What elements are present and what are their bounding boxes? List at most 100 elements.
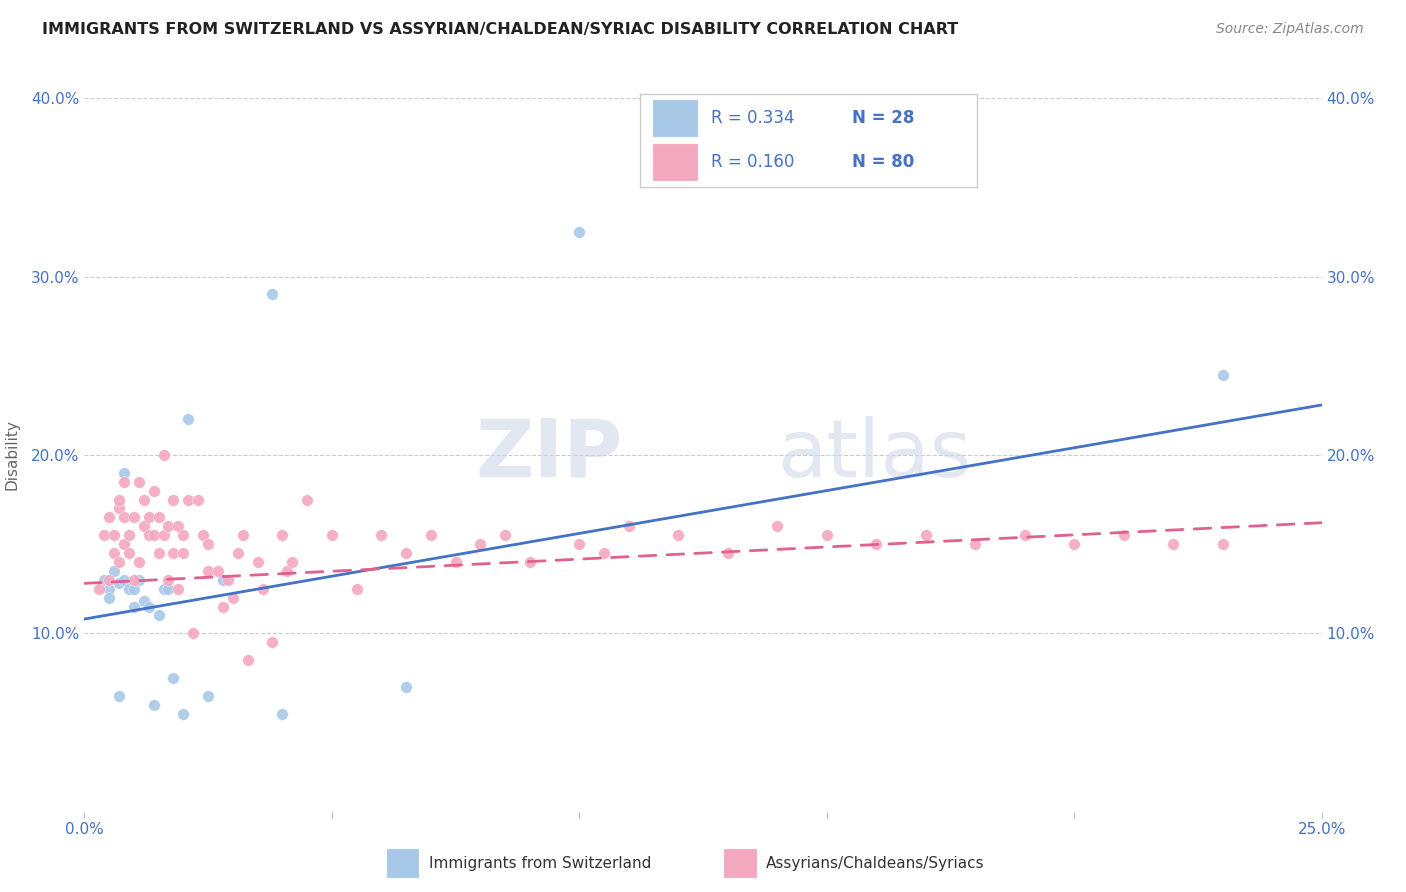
Point xyxy=(444,555,467,569)
Point xyxy=(122,510,145,524)
Point xyxy=(132,492,155,507)
Point xyxy=(108,555,131,569)
Point xyxy=(132,519,155,533)
Point xyxy=(103,528,125,542)
Point xyxy=(108,492,131,507)
Point xyxy=(118,582,141,596)
Point xyxy=(103,546,125,560)
Bar xyxy=(724,849,756,877)
Point xyxy=(1212,368,1234,382)
Point xyxy=(138,599,160,614)
Point xyxy=(276,564,298,578)
Point xyxy=(568,537,591,551)
Point xyxy=(226,546,249,560)
Point xyxy=(157,519,180,533)
Point xyxy=(1063,537,1085,551)
Point xyxy=(246,555,269,569)
Point xyxy=(112,475,135,489)
Point xyxy=(395,680,418,694)
Point xyxy=(167,582,190,596)
Point xyxy=(93,573,115,587)
Point xyxy=(370,528,392,542)
Point xyxy=(89,582,111,596)
Point xyxy=(262,635,284,649)
Point xyxy=(162,671,184,685)
Point xyxy=(419,528,441,542)
Point xyxy=(252,582,274,596)
Point xyxy=(197,689,219,703)
Point xyxy=(167,519,190,533)
Text: N = 28: N = 28 xyxy=(852,109,915,127)
Point xyxy=(157,573,180,587)
Point xyxy=(262,287,284,301)
Point xyxy=(122,599,145,614)
Point xyxy=(108,576,131,591)
Point xyxy=(118,546,141,560)
Point xyxy=(321,528,343,542)
Point xyxy=(132,594,155,608)
Point xyxy=(1112,528,1135,542)
Point xyxy=(148,546,170,560)
Point xyxy=(212,573,235,587)
Point xyxy=(162,546,184,560)
Point xyxy=(914,528,936,542)
Point xyxy=(142,528,165,542)
Point xyxy=(112,537,135,551)
Point xyxy=(766,519,789,533)
Point xyxy=(128,555,150,569)
Point xyxy=(112,466,135,480)
Point xyxy=(177,412,200,426)
Point xyxy=(1014,528,1036,542)
Text: IMMIGRANTS FROM SWITZERLAND VS ASSYRIAN/CHALDEAN/SYRIAC DISABILITY CORRELATION C: IMMIGRANTS FROM SWITZERLAND VS ASSYRIAN/… xyxy=(42,22,959,37)
Point xyxy=(197,537,219,551)
Point xyxy=(112,573,135,587)
Point xyxy=(162,492,184,507)
Point xyxy=(717,546,740,560)
Point xyxy=(965,537,987,551)
Point xyxy=(617,519,640,533)
Bar xyxy=(387,849,419,877)
Point xyxy=(112,510,135,524)
Point xyxy=(98,510,121,524)
Text: Source: ZipAtlas.com: Source: ZipAtlas.com xyxy=(1216,22,1364,37)
Point xyxy=(666,528,689,542)
Point xyxy=(128,573,150,587)
Point xyxy=(148,608,170,623)
Point xyxy=(148,510,170,524)
Point xyxy=(494,528,516,542)
Point xyxy=(93,528,115,542)
Text: N = 80: N = 80 xyxy=(852,153,914,171)
Point xyxy=(152,448,174,462)
Y-axis label: Disability: Disability xyxy=(4,419,20,491)
Text: Assyrians/Chaldeans/Syriacs: Assyrians/Chaldeans/Syriacs xyxy=(766,855,984,871)
Point xyxy=(1161,537,1184,551)
Point xyxy=(207,564,229,578)
Point xyxy=(181,626,204,640)
Point xyxy=(346,582,368,596)
Point xyxy=(108,501,131,516)
Text: R = 0.334: R = 0.334 xyxy=(710,109,794,127)
Point xyxy=(138,510,160,524)
Point xyxy=(128,475,150,489)
Point xyxy=(519,555,541,569)
Point xyxy=(815,528,838,542)
Point xyxy=(271,706,294,721)
Point xyxy=(222,591,245,605)
Text: Immigrants from Switzerland: Immigrants from Switzerland xyxy=(429,855,651,871)
Point xyxy=(157,582,180,596)
Point xyxy=(172,528,194,542)
Point xyxy=(568,225,591,239)
Point xyxy=(118,528,141,542)
Point xyxy=(197,564,219,578)
Point xyxy=(217,573,239,587)
Point xyxy=(295,492,318,507)
Point xyxy=(142,698,165,712)
Point xyxy=(212,599,235,614)
Point xyxy=(1212,537,1234,551)
Point xyxy=(103,564,125,578)
Point xyxy=(593,546,616,560)
Point xyxy=(98,573,121,587)
Point xyxy=(236,653,259,667)
Point xyxy=(98,591,121,605)
Text: atlas: atlas xyxy=(778,416,972,494)
